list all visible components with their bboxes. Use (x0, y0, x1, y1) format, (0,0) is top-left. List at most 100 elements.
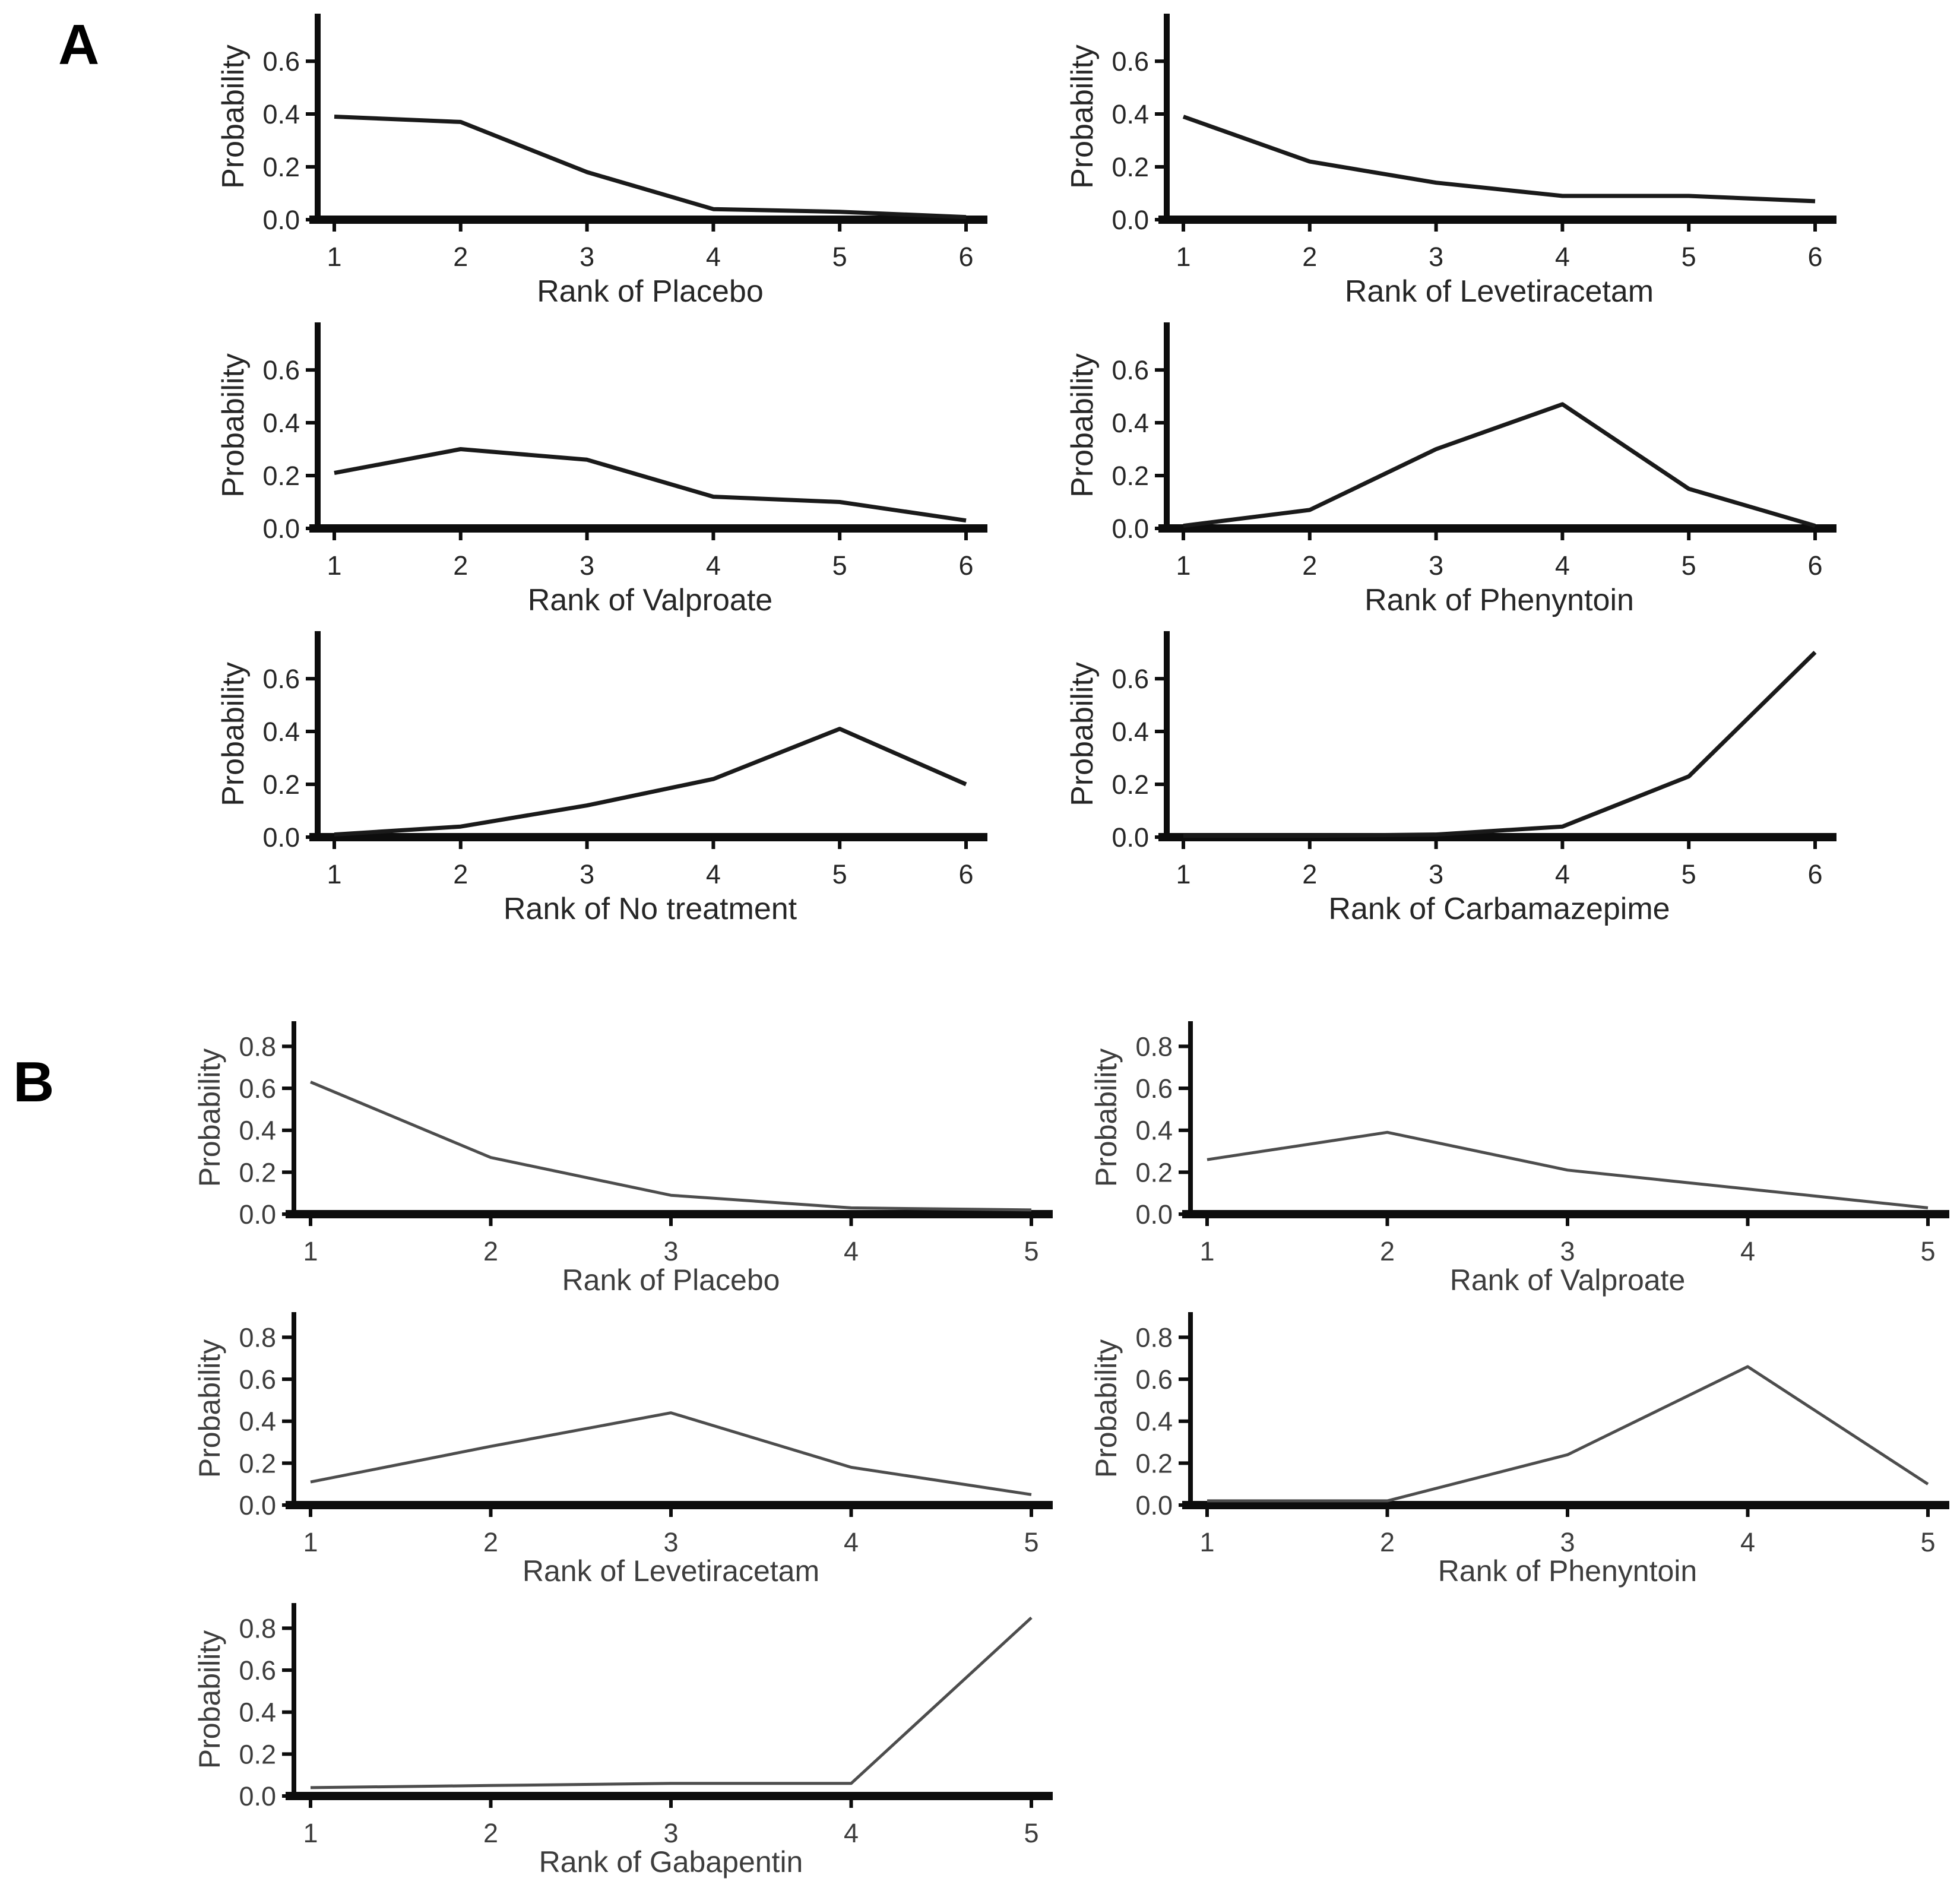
x-tick-label: 4 (1740, 1527, 1755, 1557)
y-tick-label: 0.4 (1112, 99, 1149, 129)
x-tick-label: 5 (1920, 1236, 1935, 1266)
x-tick-label: 3 (663, 1527, 678, 1557)
y-tick-label: 0.6 (239, 1364, 276, 1395)
x-tick-label: 3 (580, 550, 594, 581)
rankogram-plot: 0.0 0.2 0.4 0.6 0.8 1 2 3 4 5 Probability Rank of L… (193, 1312, 1053, 1588)
y-axis-label: Probability (216, 353, 251, 498)
y-tick-label: 0.2 (239, 1157, 276, 1187)
y-tick-label: 0.0 (239, 1781, 276, 1811)
x-tick-label: 2 (1302, 859, 1317, 889)
rankogram-plot: 0.0 0.2 0.4 0.6 1 2 3 4 5 6 Probability Rank of Lev… (1065, 14, 1836, 309)
y-tick-label: 0.2 (262, 769, 300, 800)
x-tick-label: 2 (1302, 550, 1317, 581)
x-tick-label: 5 (1682, 550, 1696, 581)
x-tick-label: 1 (327, 550, 341, 581)
y-tick-label: 0.2 (1112, 461, 1149, 491)
x-axis-label: Rank of Gabapentin (539, 1845, 803, 1879)
x-axis-label: Rank of Phenyntoin (1438, 1554, 1697, 1588)
chart-rank-of-levetiracetam-b: 0.0 0.2 0.4 0.6 0.8 1 2 3 4 5 Probability Rank of L… (178, 1303, 1075, 1588)
y-tick-label: 0.6 (1112, 355, 1149, 385)
rankogram-plot: 0.0 0.2 0.4 0.6 1 2 3 4 5 6 Probability Rank of Car… (1065, 631, 1836, 926)
y-axis-label: Probability (1090, 1339, 1123, 1478)
x-axis-label: Rank of Levetiracetam (523, 1554, 819, 1588)
probability-line (1207, 1365, 1929, 1503)
probability-line (334, 115, 967, 220)
y-tick-label: 0.2 (1135, 1157, 1173, 1187)
x-tick-label: 1 (303, 1818, 318, 1848)
y-axis-label: Probability (193, 1049, 226, 1187)
y-tick-label: 0.4 (239, 1697, 276, 1728)
y-tick-label: 0.6 (239, 1073, 276, 1104)
x-tick-label: 5 (832, 550, 847, 581)
x-tick-label: 2 (453, 859, 468, 889)
x-tick-label: 4 (844, 1527, 859, 1557)
x-tick-label: 4 (1740, 1236, 1755, 1266)
y-tick-label: 0.6 (239, 1655, 276, 1686)
rankogram-plot: 0.0 0.2 0.4 0.6 0.8 1 2 3 4 5 Probability Rank of V… (1090, 1021, 1949, 1297)
x-tick-label: 3 (1429, 550, 1443, 581)
y-tick-label: 0.4 (239, 1407, 276, 1437)
y-tick-label: 0.4 (262, 408, 300, 438)
x-tick-label: 3 (580, 859, 594, 889)
x-tick-label: 5 (1920, 1527, 1935, 1557)
rankogram-plot: 0.0 0.2 0.4 0.6 0.8 1 2 3 4 5 Probability Rank of P… (1090, 1312, 1949, 1588)
y-tick-label: 0.6 (1135, 1073, 1173, 1104)
x-tick-label: 3 (1429, 242, 1443, 272)
y-tick-label: 0.6 (262, 355, 300, 385)
probability-line (1182, 115, 1816, 204)
x-tick-label: 1 (1199, 1527, 1214, 1557)
x-tick-label: 4 (706, 242, 721, 272)
y-tick-label: 0.0 (1112, 822, 1149, 853)
x-tick-label: 2 (483, 1818, 498, 1848)
y-tick-label: 0.2 (1112, 152, 1149, 182)
y-tick-label: 0.2 (239, 1739, 276, 1769)
chart-rank-of-phenyntoin-a: 0.0 0.2 0.4 0.6 1 2 3 4 5 6 Probability Rank of Phe… (1045, 312, 1853, 617)
x-axis-label: Rank of Placebo (562, 1263, 780, 1297)
x-tick-label: 2 (1380, 1236, 1395, 1266)
x-tick-label: 5 (1682, 242, 1696, 272)
y-axis-label: Probability (193, 1339, 226, 1478)
rankogram-plot: 0.0 0.2 0.4 0.6 0.8 1 2 3 4 5 Probability Rank of P… (193, 1021, 1053, 1297)
y-tick-label: 0.0 (1135, 1199, 1173, 1230)
chart-rank-of-carbamazepime-a: 0.0 0.2 0.4 0.6 1 2 3 4 5 6 Probability Rank of Car… (1045, 620, 1853, 926)
y-tick-label: 0.0 (262, 822, 300, 853)
y-tick-label: 0.0 (262, 514, 300, 544)
rankogram-plot: 0.0 0.2 0.4 0.6 1 2 3 4 5 6 Probability Rank of Val… (216, 322, 987, 617)
x-tick-label: 6 (958, 859, 973, 889)
y-tick-label: 0.0 (1112, 205, 1149, 235)
y-tick-label: 0.6 (262, 46, 300, 77)
x-tick-label: 3 (1560, 1236, 1575, 1266)
x-tick-label: 4 (1555, 242, 1570, 272)
y-tick-label: 0.2 (1135, 1448, 1173, 1478)
rankogram-plot: 0.0 0.2 0.4 0.6 1 2 3 4 5 6 Probability Rank of No … (216, 631, 987, 926)
probability-line (310, 1616, 1033, 1789)
x-axis-label: Rank of No treatment (504, 892, 797, 926)
y-tick-label: 0.2 (262, 152, 300, 182)
y-tick-label: 0.2 (262, 461, 300, 491)
x-tick-label: 5 (1024, 1236, 1038, 1266)
rankogram-plot: 0.0 0.2 0.4 0.6 1 2 3 4 5 6 Probability Rank of Phe… (1065, 322, 1836, 617)
x-tick-label: 6 (958, 550, 973, 581)
y-axis-label: Probability (1065, 45, 1100, 189)
y-tick-label: 0.8 (239, 1031, 276, 1062)
x-tick-label: 6 (1807, 242, 1822, 272)
probability-line (310, 1081, 1032, 1212)
x-tick-label: 6 (1807, 550, 1822, 581)
x-tick-label: 6 (958, 242, 973, 272)
x-axis-label: Rank of Levetiracetam (1345, 274, 1654, 309)
y-tick-label: 0.6 (1112, 46, 1149, 77)
x-axis-label: Rank of Carbamazepime (1328, 892, 1670, 926)
chart-rank-of-valproate-b: 0.0 0.2 0.4 0.6 0.8 1 2 3 4 5 Probability Rank of V… (1075, 1012, 1960, 1297)
y-axis-label: Probability (1065, 353, 1100, 498)
chart-rank-of-valproate-a: 0.0 0.2 0.4 0.6 1 2 3 4 5 6 Probability Rank of Val… (196, 312, 1003, 617)
y-tick-label: 0.4 (262, 99, 300, 129)
y-tick-label: 0.2 (1112, 769, 1149, 800)
x-tick-label: 3 (1429, 859, 1443, 889)
x-tick-label: 6 (1807, 859, 1822, 889)
y-tick-label: 0.4 (262, 717, 300, 747)
chart-rank-of-levetiracetam-a: 0.0 0.2 0.4 0.6 1 2 3 4 5 6 Probability Rank of Lev… (1045, 3, 1853, 309)
x-tick-label: 4 (706, 859, 721, 889)
y-tick-label: 0.4 (1112, 408, 1149, 438)
probability-line (334, 447, 967, 523)
